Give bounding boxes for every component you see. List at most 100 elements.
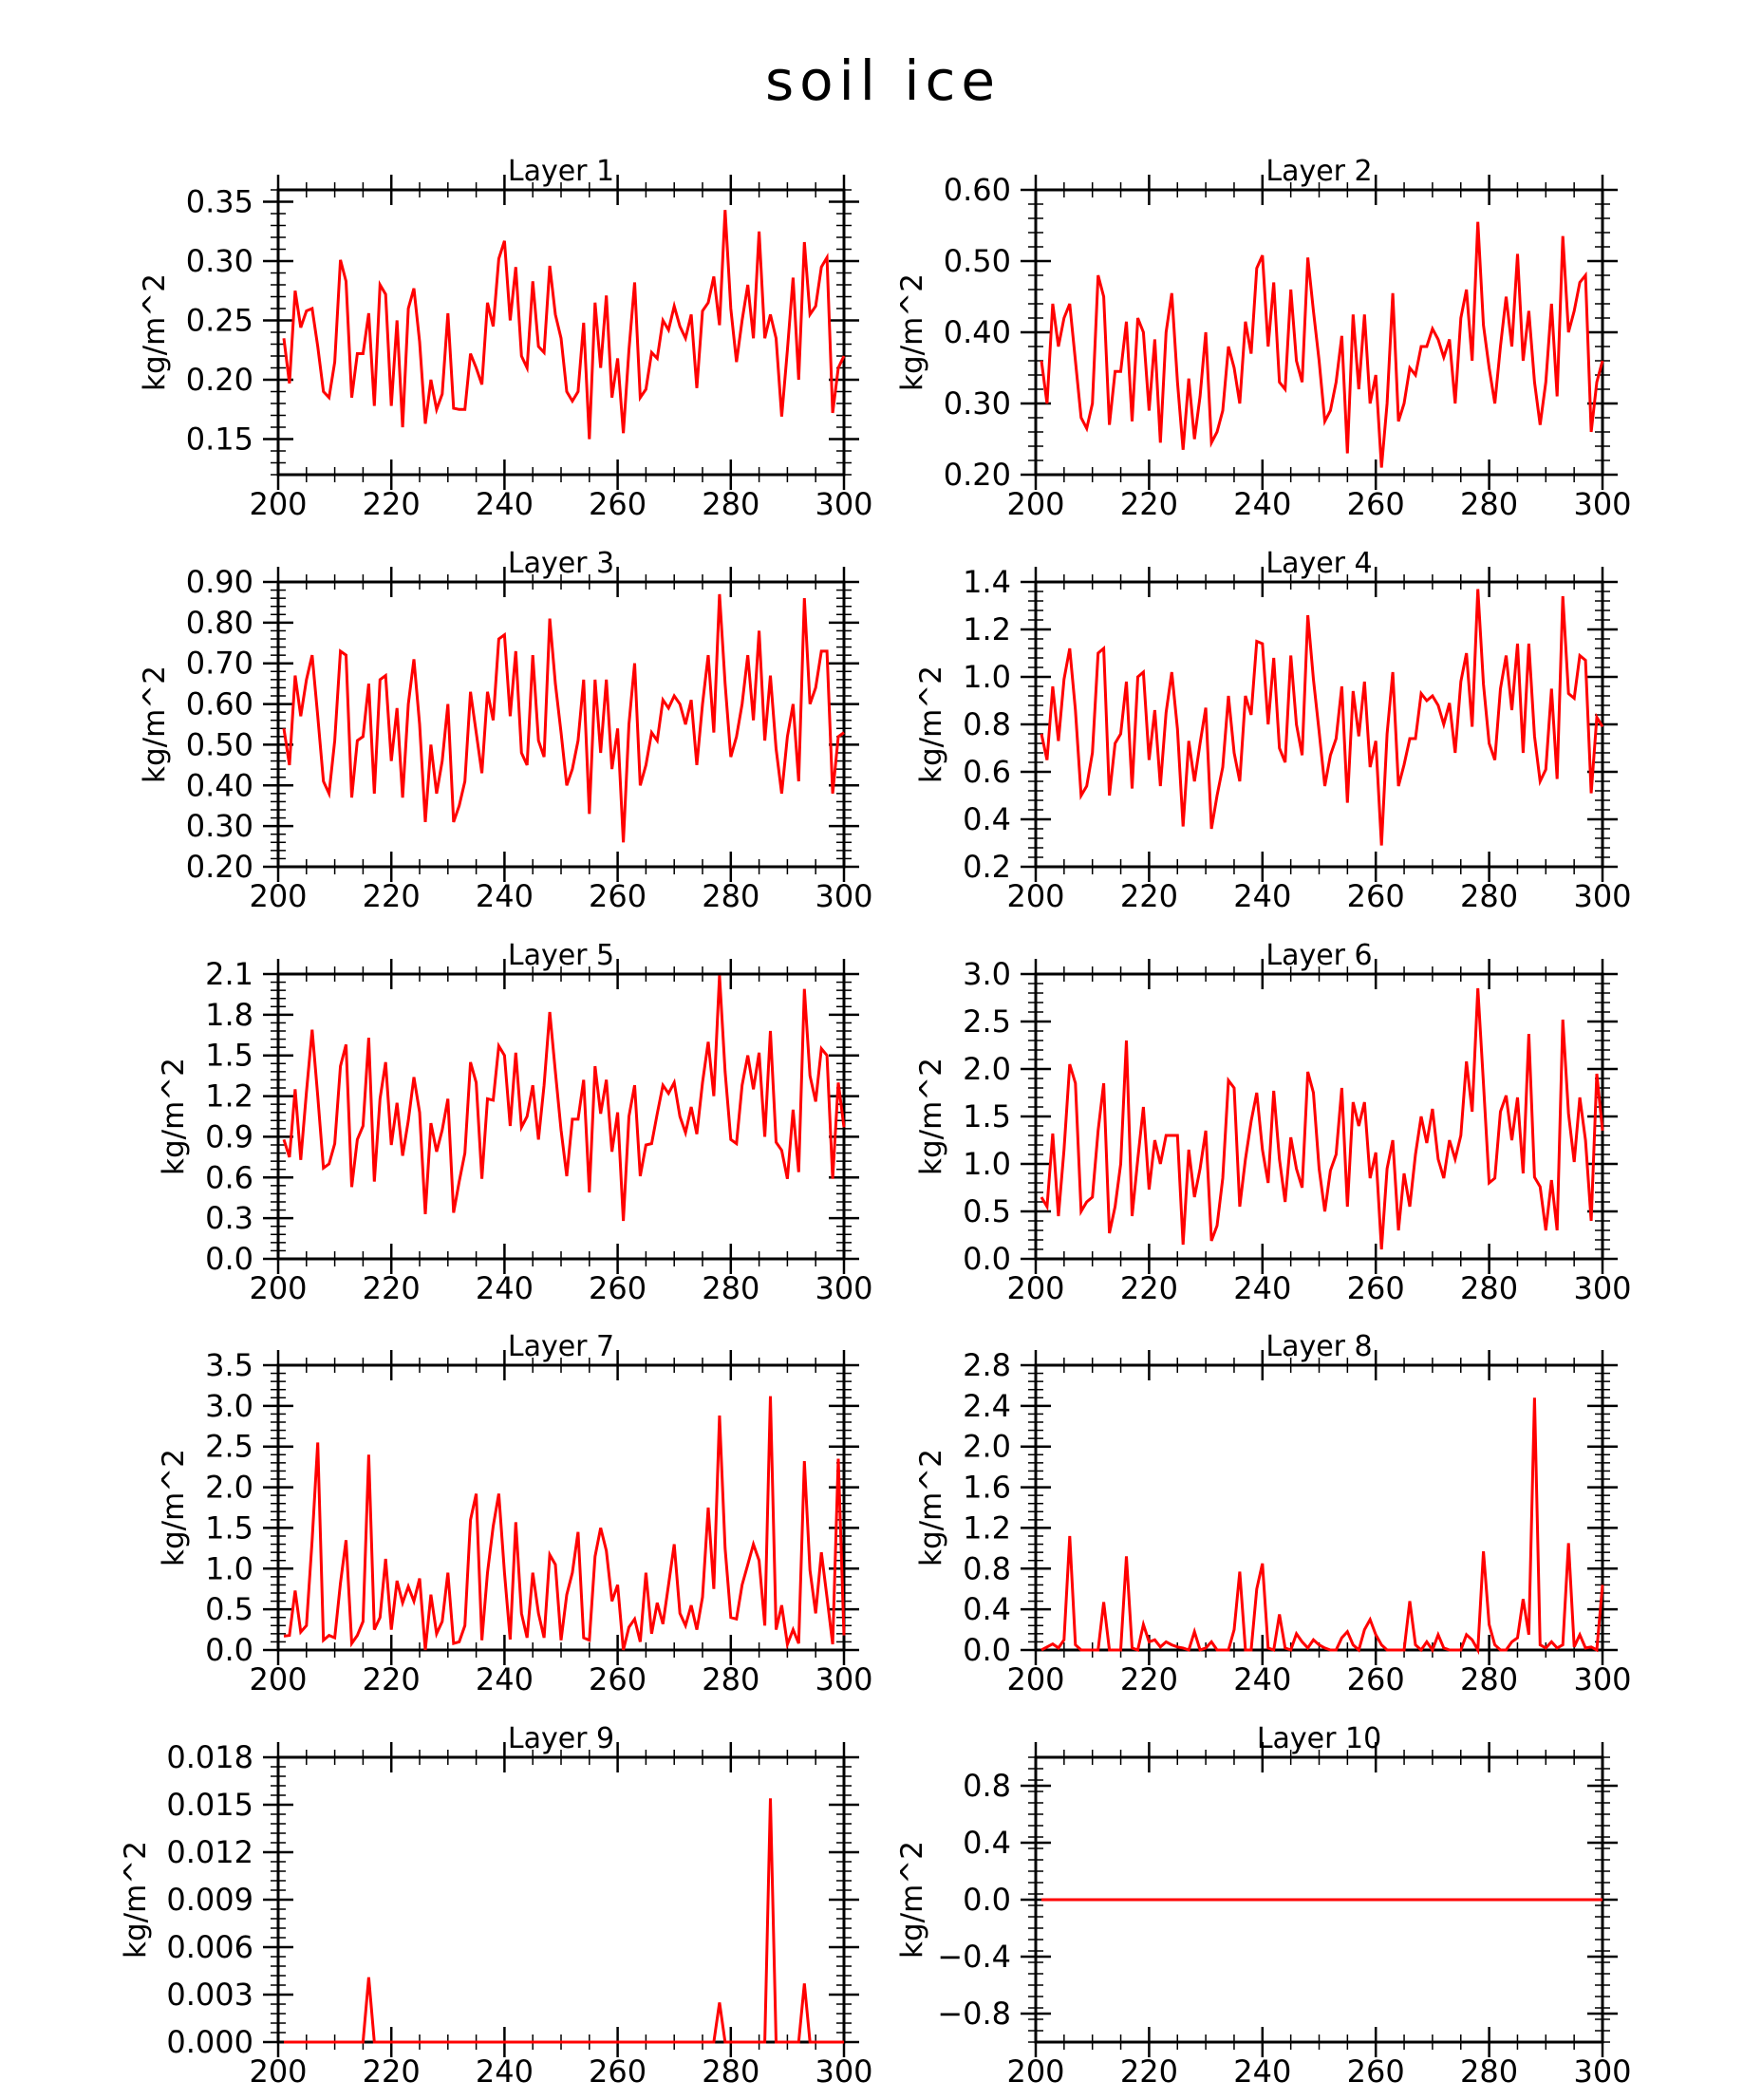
y-tick-label: 3.0 [963,956,1011,992]
y-tick-label: 0.40 [186,767,253,803]
y-tick-label: 1.4 [963,564,1011,600]
y-tick-label: 2.5 [205,1429,253,1465]
y-tick-label: 1.0 [205,1550,253,1586]
x-tick-label: 220 [363,486,421,522]
y-tick-label: 0.006 [166,1929,253,1965]
y-tick-label: −0.4 [937,1939,1011,1975]
x-tick-label: 280 [702,486,759,522]
x-tick-label: 280 [1460,878,1518,914]
x-tick-label: 240 [1233,878,1291,914]
x-tick-label: 300 [1573,878,1631,914]
x-tick-label: 300 [1573,2053,1631,2090]
y-tick-label: 3.5 [205,1347,253,1383]
y-axis-label: kg/m^2 [119,1841,153,1959]
x-tick-label: 200 [249,486,307,522]
x-tick-label: 240 [1233,1661,1291,1697]
x-tick-label: 200 [249,1661,307,1697]
x-tick-label: 280 [1460,1270,1518,1306]
x-tick-label: 300 [815,1661,872,1697]
x-tick-label: 300 [1573,1270,1631,1306]
y-tick-label: 0.5 [205,1591,253,1627]
y-tick-label: 0.3 [205,1200,253,1236]
y-tick-label: 1.0 [963,659,1011,695]
y-tick-label: 0.003 [166,1977,253,2013]
x-tick-label: 260 [589,1661,647,1697]
x-tick-label: 280 [1460,2053,1518,2090]
y-tick-label: 0.50 [944,243,1011,279]
x-tick-label: 220 [363,878,421,914]
x-tick-label: 220 [1120,1661,1178,1697]
x-tick-label: 260 [589,2053,647,2090]
x-tick-label: 200 [1006,878,1064,914]
plot-frame [1034,1363,1604,1652]
series-line [282,210,846,440]
y-tick-label: 0.4 [963,801,1011,837]
plot-frame [1034,972,1604,1261]
x-tick-label: 240 [476,2053,534,2090]
x-tick-label: 200 [1006,2053,1064,2090]
plot-frame [276,1755,846,2044]
y-tick-label: 0.50 [186,726,253,762]
x-tick-label: 220 [1120,486,1178,522]
x-tick-label: 280 [702,1661,759,1697]
y-tick-label: 0.30 [186,243,253,279]
series-line [282,975,846,1222]
y-tick-label: 0.8 [963,706,1011,742]
y-tick-label: 0.80 [186,605,253,641]
y-tick-label: 1.6 [963,1470,1011,1506]
x-tick-label: 280 [1460,1661,1518,1697]
y-tick-label: 0.9 [205,1118,253,1154]
y-tick-label: 0.015 [166,1787,253,1823]
x-tick-label: 260 [1347,486,1405,522]
y-tick-label: 1.2 [963,611,1011,647]
y-tick-label: 1.5 [963,1098,1011,1134]
series-line [283,1396,846,1651]
y-tick-label: 0.20 [944,457,1011,493]
series-line [1040,221,1604,468]
x-tick-label: 260 [589,878,647,914]
y-tick-label: 2.0 [963,1429,1011,1465]
x-tick-label: 220 [1120,878,1178,914]
x-tick-label: 200 [1006,486,1064,522]
x-tick-label: 240 [476,1270,534,1306]
y-tick-label: 0.90 [186,564,253,600]
x-tick-label: 240 [1233,486,1291,522]
y-axis-label: kg/m^2 [157,1449,191,1566]
x-tick-label: 220 [363,2053,421,2090]
y-tick-label: 0.0 [963,1632,1011,1668]
y-tick-label: 0.2 [963,849,1011,885]
x-tick-label: 260 [1347,1270,1405,1306]
x-tick-label: 300 [1573,486,1631,522]
series-line [1040,1397,1604,1656]
y-tick-label: 0.30 [944,385,1011,422]
y-tick-label: 0.018 [166,1739,253,1775]
x-tick-label: 300 [815,2053,872,2090]
x-tick-label: 220 [363,1270,421,1306]
x-tick-label: 240 [1233,1270,1291,1306]
y-tick-label: 0.35 [186,184,253,220]
y-tick-label: 0.6 [205,1159,253,1195]
x-tick-label: 200 [249,878,307,914]
x-tick-label: 240 [476,486,534,522]
y-tick-label: 0.012 [166,1834,253,1870]
y-tick-label: 2.5 [963,1003,1011,1040]
y-tick-label: 2.0 [963,1051,1011,1087]
y-tick-label: −0.8 [937,1996,1011,2032]
y-tick-label: 3.0 [205,1388,253,1424]
y-axis-label: kg/m^2 [895,273,929,391]
x-tick-label: 300 [815,1270,872,1306]
y-tick-label: 0.4 [963,1591,1011,1627]
y-tick-label: 0.8 [963,1768,1011,1804]
y-tick-label: 0.20 [186,362,253,398]
x-tick-label: 240 [476,878,534,914]
x-tick-label: 300 [815,486,872,522]
y-axis-label: kg/m^2 [914,1058,948,1175]
